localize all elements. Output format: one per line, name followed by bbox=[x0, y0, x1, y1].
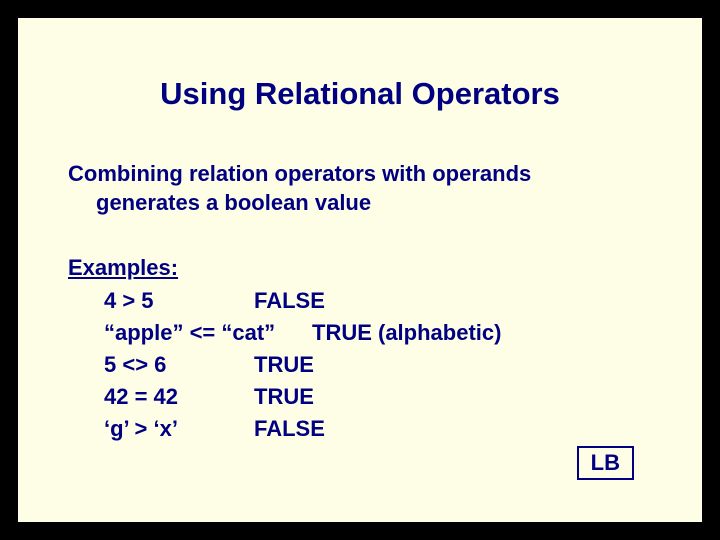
intro-line-1: Combining relation operators with operan… bbox=[68, 160, 652, 189]
examples-heading: Examples: bbox=[68, 255, 652, 281]
example-result: TRUE bbox=[254, 384, 314, 409]
example-expression: 42 = 42 bbox=[104, 381, 254, 413]
example-row: 42 = 42TRUE bbox=[104, 381, 652, 413]
intro-paragraph: Combining relation operators with operan… bbox=[68, 160, 652, 217]
lb-badge: LB bbox=[577, 446, 634, 480]
example-expression: “apple” <= “cat” bbox=[104, 317, 312, 349]
example-result: FALSE bbox=[254, 288, 325, 313]
example-expression: ‘g’ > ‘x’ bbox=[104, 413, 254, 445]
example-result: TRUE bbox=[254, 352, 314, 377]
example-row: 4 > 5FALSE bbox=[104, 285, 652, 317]
example-result: FALSE bbox=[254, 416, 325, 441]
examples-list: 4 > 5FALSE “apple” <= “cat”TRUE (alphabe… bbox=[104, 285, 652, 444]
slide-title: Using Relational Operators bbox=[68, 76, 652, 112]
intro-line-2: generates a boolean value bbox=[96, 189, 652, 218]
example-row: 5 <> 6TRUE bbox=[104, 349, 652, 381]
example-row: ‘g’ > ‘x’FALSE bbox=[104, 413, 652, 445]
example-row: “apple” <= “cat”TRUE (alphabetic) bbox=[104, 317, 652, 349]
example-expression: 4 > 5 bbox=[104, 285, 254, 317]
slide-container: Using Relational Operators Combining rel… bbox=[16, 16, 704, 524]
example-result: TRUE (alphabetic) bbox=[312, 320, 501, 345]
example-expression: 5 <> 6 bbox=[104, 349, 254, 381]
